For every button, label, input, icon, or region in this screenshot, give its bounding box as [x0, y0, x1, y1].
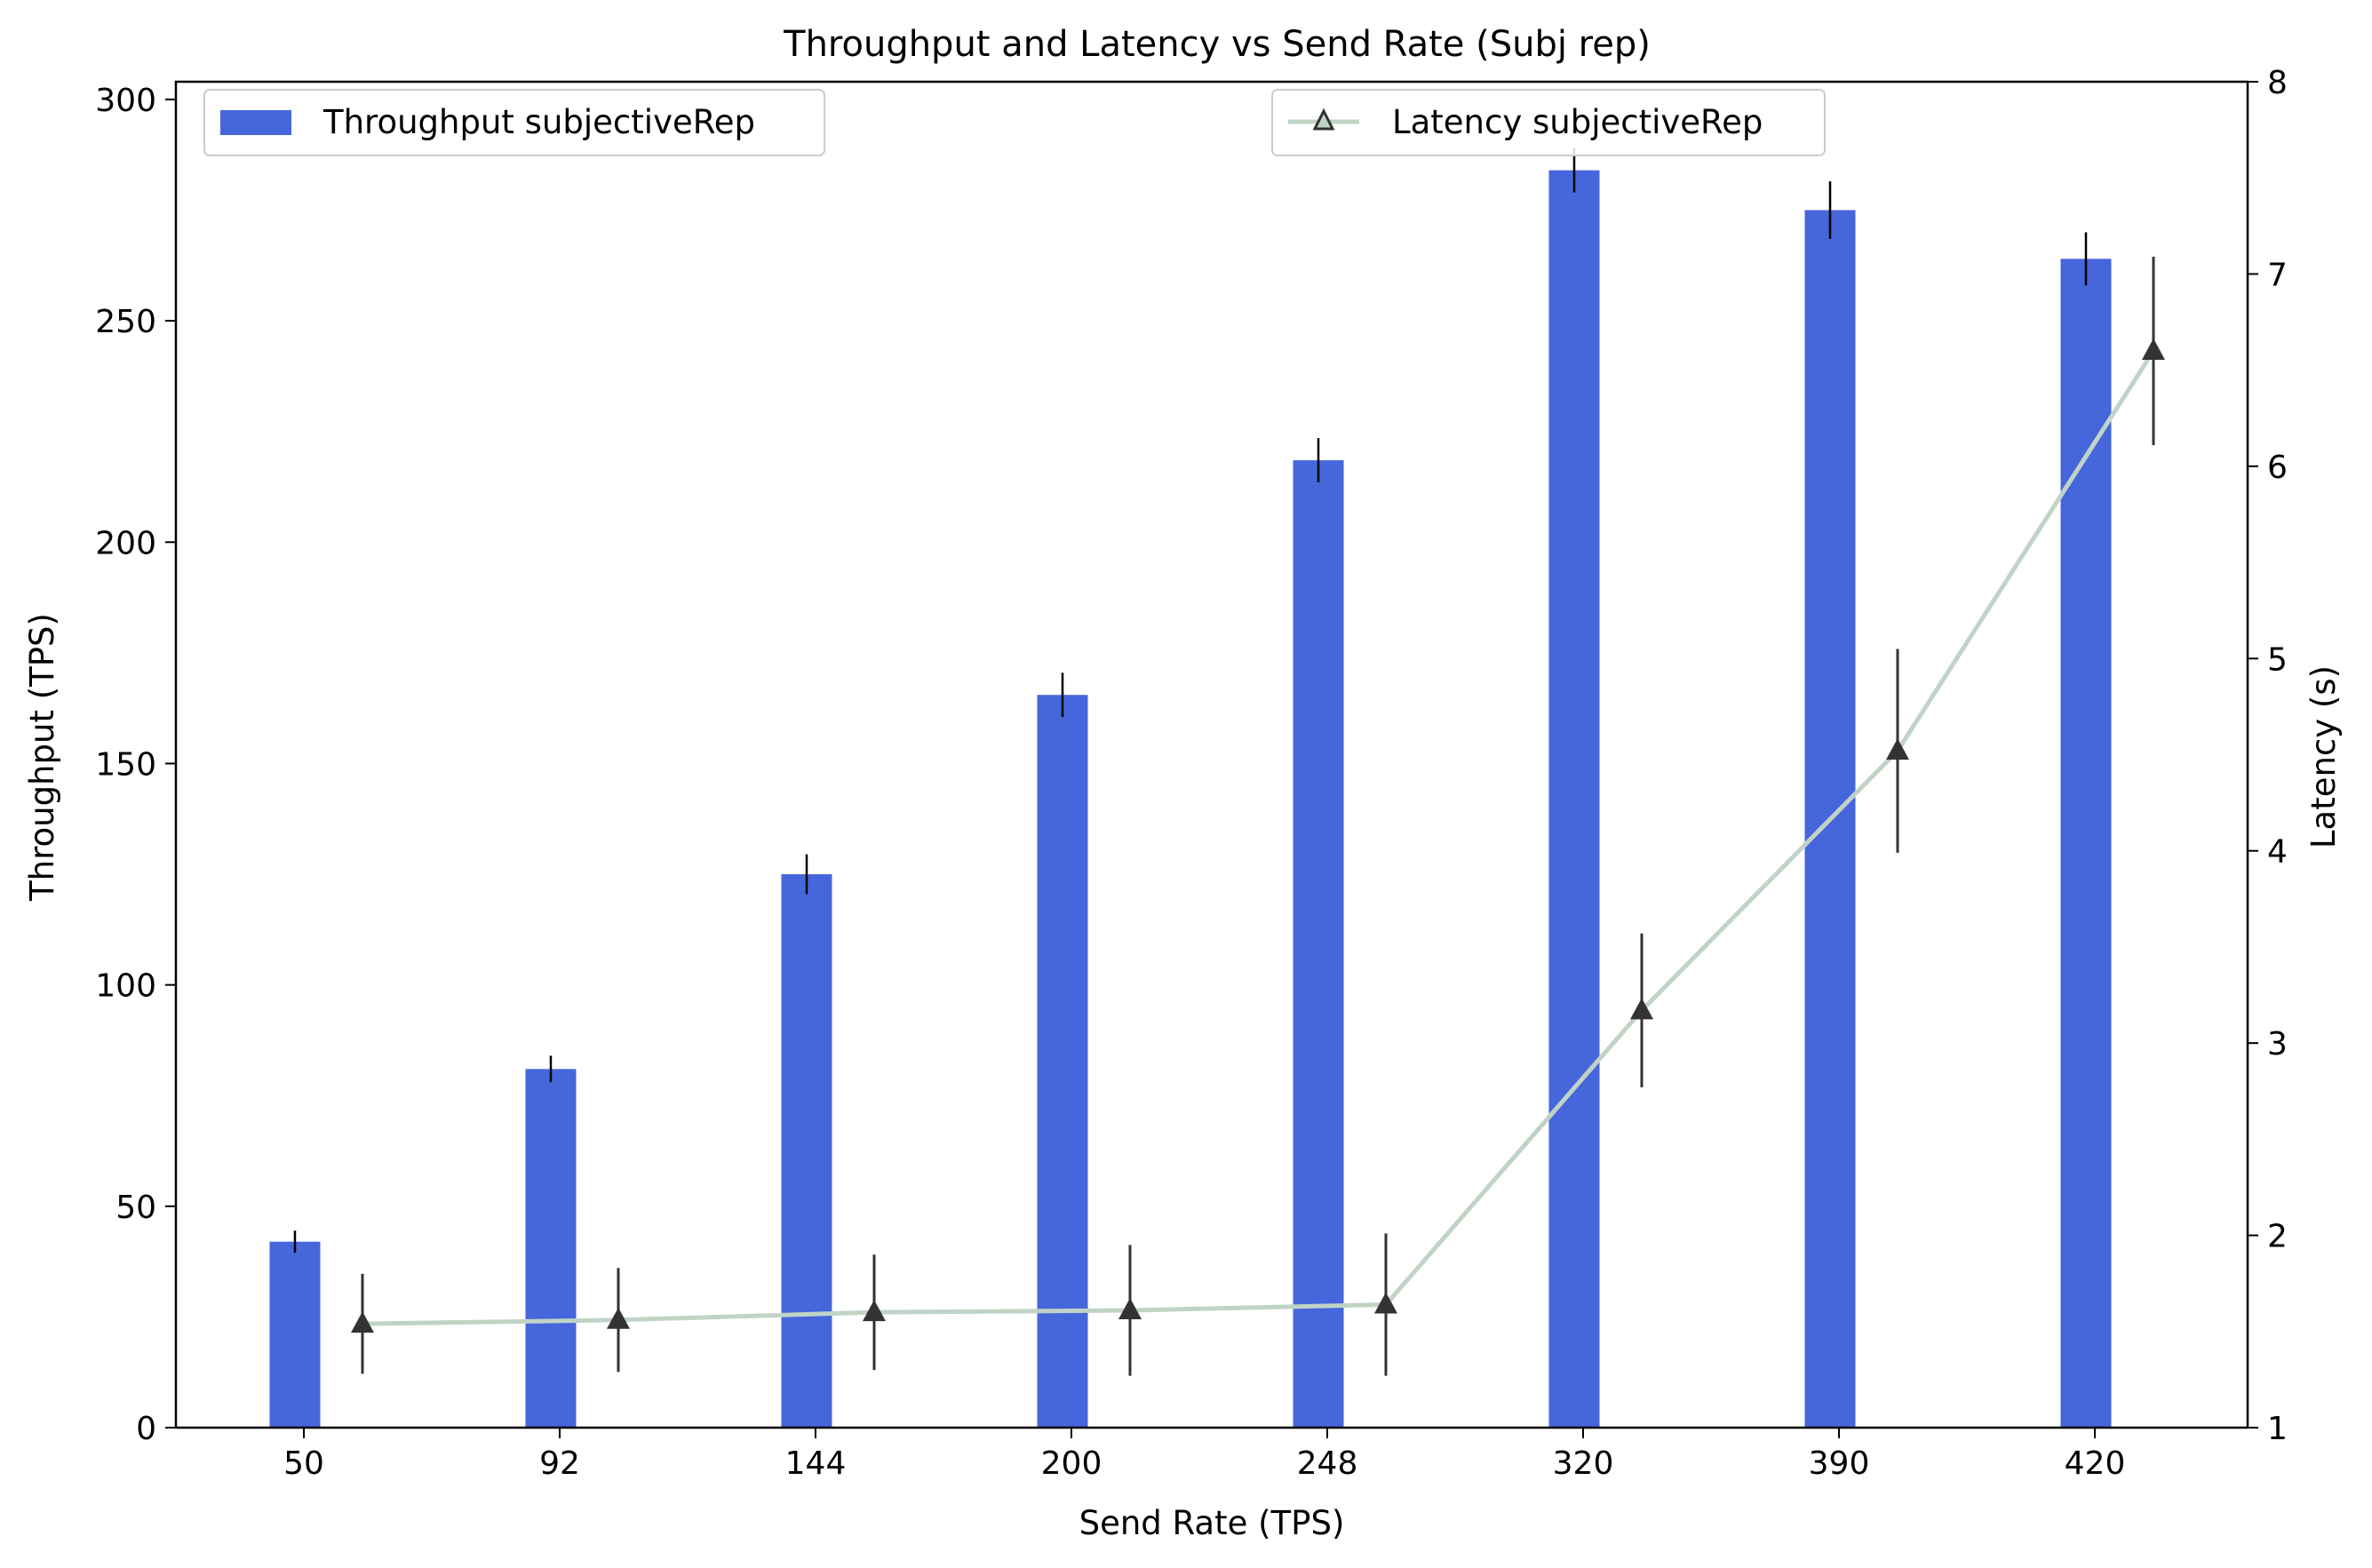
y-tick-label: 0: [136, 1411, 156, 1447]
y2-tick-label: 3: [2267, 1026, 2288, 1063]
throughput-bar: [269, 1241, 321, 1428]
y-tick-label: 100: [95, 968, 156, 1005]
legend-latency: Latency subjectiveRep: [1271, 89, 1826, 156]
y-tick-label: 200: [95, 525, 156, 561]
throughput-bar: [1293, 460, 1344, 1428]
legend-throughput: Throughput subjectiveRep: [203, 89, 825, 156]
legend-latency-label: Latency subjectiveRep: [1392, 103, 1763, 141]
x-tick-label: 92: [539, 1445, 580, 1482]
x-axis-ticks: 50 92 144 200 248 320 390 420: [283, 1428, 2125, 1482]
legend-throughput-swatch: [220, 110, 291, 135]
plot-frame: [174, 80, 2249, 1429]
y2-tick-label: 2: [2267, 1219, 2288, 1255]
latency-marker: [1118, 1297, 1142, 1319]
legend-latency-marker: [1312, 107, 1335, 131]
legend-throughput-label: Throughput subjectiveRep: [322, 103, 755, 141]
x-tick-label: 248: [1297, 1445, 1358, 1482]
y2-tick-label: 4: [2267, 834, 2288, 871]
y-axis-ticks: 0 50 100 150 200 250 300: [95, 83, 176, 1447]
y-tick-label: 150: [95, 746, 156, 783]
x-tick-label: 200: [1041, 1445, 1102, 1482]
y2-tick-label: 6: [2267, 450, 2288, 486]
y2-axis-ticks: 1 2 3 4 5 6 7 8: [2248, 65, 2288, 1447]
x-tick-label: 420: [2065, 1445, 2126, 1482]
latency-marker: [1886, 738, 1909, 760]
y2-tick-label: 8: [2267, 65, 2288, 101]
x-tick-label: 50: [283, 1445, 324, 1482]
y-tick-label: 50: [115, 1190, 156, 1226]
throughput-bar: [1037, 695, 1088, 1428]
throughput-bar: [2060, 259, 2112, 1429]
legend-latency-frame: [1271, 89, 1826, 156]
latency-marker: [2142, 338, 2165, 360]
throughput-bar: [781, 874, 832, 1428]
latency-marker: [1374, 1292, 1397, 1314]
x-tick-label: 144: [785, 1445, 847, 1482]
line-layer: [351, 256, 2165, 1376]
throughput-bar: [1548, 170, 1600, 1429]
y2-axis-label: Latency (s): [2304, 665, 2343, 848]
x-tick-label: 320: [1553, 1445, 1614, 1482]
latency-marker: [863, 1300, 886, 1322]
y-tick-label: 300: [95, 83, 156, 119]
x-axis-label: Send Rate (TPS): [1079, 1504, 1345, 1542]
y2-tick-label: 1: [2267, 1411, 2288, 1447]
latency-line: [362, 349, 2156, 1326]
throughput-bar: [525, 1069, 577, 1428]
y-tick-label: 250: [95, 304, 156, 340]
y-axis-label: Throughput (TPS): [23, 613, 61, 902]
x-tick-label: 390: [1809, 1445, 1870, 1482]
legend-throughput-frame: [203, 89, 825, 156]
bars-layer: [269, 170, 2112, 1429]
y2-tick-label: 7: [2267, 257, 2288, 293]
y2-tick-label: 5: [2267, 641, 2288, 678]
latency-marker: [351, 1311, 374, 1333]
latency-marker: [607, 1307, 630, 1329]
chart-title: Throughput and Latency vs Send Rate (Sub…: [783, 24, 1651, 65]
latency-marker: [1630, 998, 1653, 1020]
bar-errors-layer: [293, 147, 2088, 1254]
